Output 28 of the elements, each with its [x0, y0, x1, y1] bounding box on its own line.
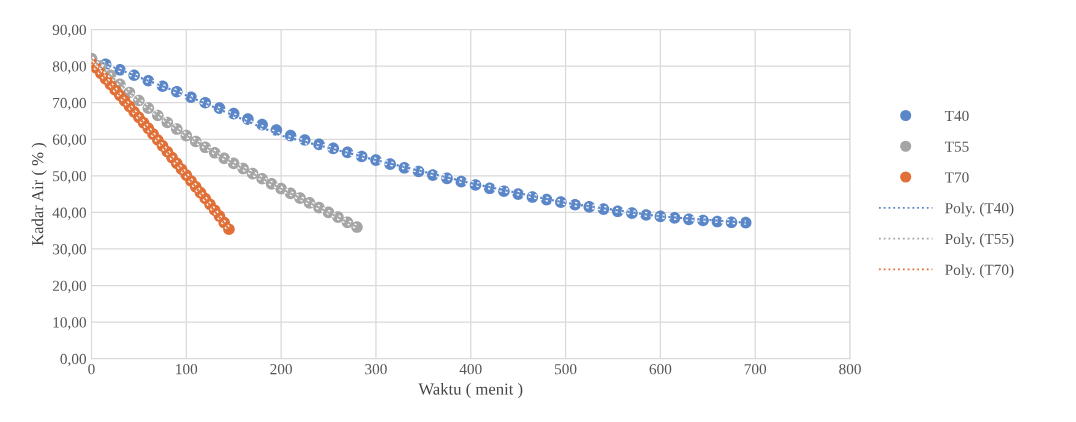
- y-tick-label: 50,00: [53, 170, 87, 184]
- y-tick-label: 90,00: [52, 24, 87, 38]
- legend-label: Poly. (T70): [945, 264, 1014, 279]
- legend-label: Poly. (T55): [945, 233, 1014, 248]
- x-tick-label: 700: [744, 364, 767, 375]
- point: [351, 221, 363, 233]
- y-tick-label: 60,00: [52, 134, 87, 147]
- y-axis-title: Kadar Air ( % ): [31, 143, 47, 246]
- x-tick-label: 0: [88, 364, 95, 375]
- y-tick-label: 10,00: [53, 317, 87, 330]
- legend-label: T55: [944, 141, 969, 152]
- x-tick-label: 100: [176, 364, 198, 375]
- x-tick-label: 200: [270, 364, 292, 375]
- y-tick-label: 0,00: [60, 353, 87, 367]
- y-tick-label: 40,00: [52, 207, 87, 221]
- x-tick-label: 500: [555, 364, 577, 375]
- y-tick-label: 20,00: [52, 280, 87, 294]
- y-tick-label: 30,00: [52, 244, 87, 257]
- x-tick-label: 400: [459, 364, 482, 375]
- y-tick-label: 70,00: [53, 97, 87, 111]
- legend-label: T70: [944, 172, 969, 183]
- x-tick-label: 600: [649, 364, 672, 375]
- legend-label: T40: [944, 110, 969, 122]
- x-axis-title: Waktu ( menit ): [418, 382, 523, 399]
- legend-label: Poly. (T40): [945, 202, 1014, 217]
- y-tick-label: 80,00: [52, 61, 87, 74]
- x-tick-label: 800: [839, 364, 861, 375]
- x-tick-label: 300: [365, 364, 387, 375]
